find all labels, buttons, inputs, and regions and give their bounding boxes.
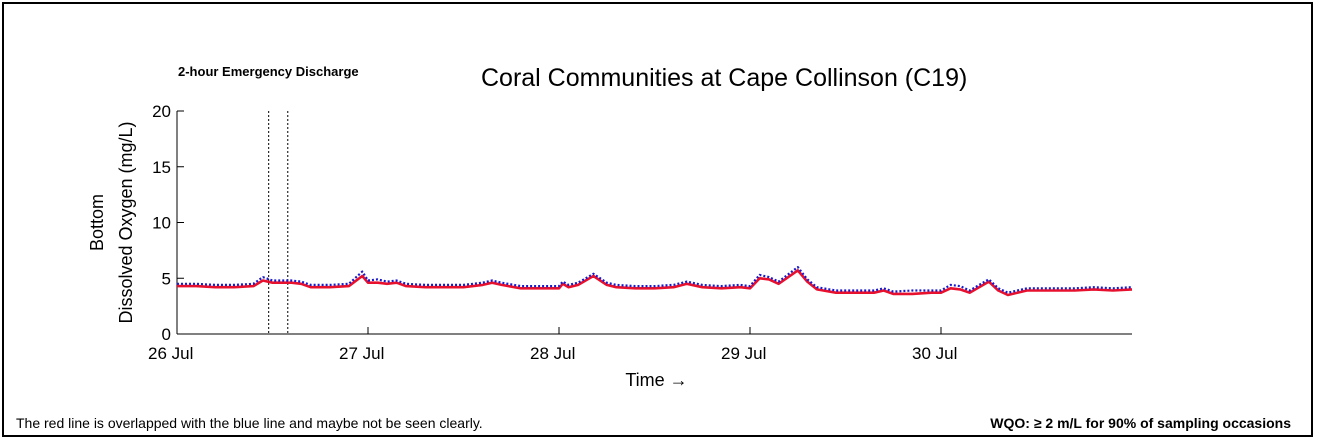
x-tick-label: 26 Jul — [148, 344, 193, 363]
footnote-left: The red line is overlapped with the blue… — [16, 415, 483, 431]
axes — [176, 111, 1132, 335]
x-tick-label: 28 Jul — [530, 344, 575, 363]
x-tick-label: 27 Jul — [339, 344, 384, 363]
footnote-wqo: WQO: ≥ 2 m/L for 90% of sampling occasio… — [990, 415, 1291, 431]
y-axis-label-line2: Dissolved Oxygen (mg/L) — [116, 121, 136, 323]
y-tick-label: 0 — [162, 325, 171, 344]
x-tick-label: 30 Jul — [912, 344, 957, 363]
figure-frame — [2, 2, 1313, 437]
series-line-1 — [177, 269, 1133, 297]
event-label: 2-hour Emergency Discharge — [178, 64, 359, 79]
y-axis-label-line1: Bottom — [87, 194, 107, 251]
y-tick-label: 5 — [162, 269, 171, 288]
y-tick-label: 20 — [152, 102, 171, 121]
event-lines — [268, 111, 289, 334]
x-tick-label: 29 Jul — [721, 344, 766, 363]
y-tick-label: 10 — [152, 214, 171, 233]
y-tick-label: 15 — [152, 158, 171, 177]
x-ticks: 26 Jul 27 Jul 28 Jul 29 Jul 30 Jul — [148, 327, 957, 363]
chart-title: Coral Communities at Cape Collinson (C19… — [481, 64, 968, 92]
x-axis-label: Time → — [625, 370, 687, 390]
series-group — [177, 266, 1133, 297]
series-line-2 — [177, 266, 1133, 294]
y-ticks: 0 5 10 15 20 — [152, 102, 184, 344]
